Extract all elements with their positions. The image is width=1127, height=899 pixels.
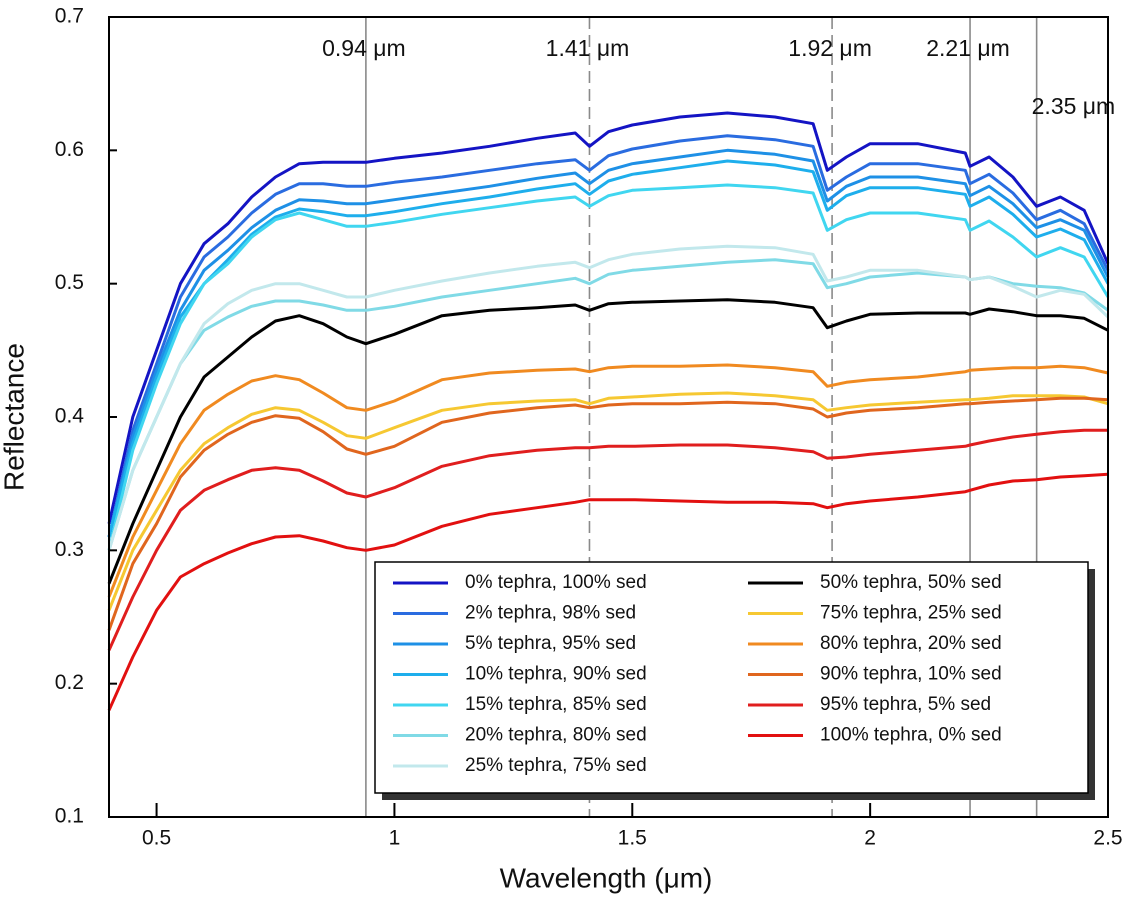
legend-label: 20% tephra, 80% sed: [465, 725, 647, 746]
legend: 0% tephra, 100% sed 2% tephra, 98% sed 5% …: [374, 561, 1095, 800]
series-line: [107, 159, 1110, 538]
legend-label: 2% tephra, 98% sed: [465, 603, 636, 624]
y-axis-title: Reflectance: [0, 343, 29, 491]
y-tick-label: 0.5: [55, 271, 84, 294]
y-tick-label: 0.2: [55, 671, 84, 694]
legend-label: 90% tephra, 10% sed: [820, 664, 1002, 685]
legend-label: 100% tephra, 0% sed: [820, 725, 1002, 746]
x-tick-label: 2: [864, 827, 876, 850]
reference-label: 2.21 μm: [926, 35, 1010, 61]
legend-label: 50% tephra, 50% sed: [820, 572, 1002, 593]
y-tick-label: 0.6: [55, 138, 84, 161]
series-line: [107, 148, 1110, 538]
y-tick-label: 0.3: [55, 538, 84, 561]
series-line: [107, 396, 1109, 631]
y-tick-label: 0.4: [55, 405, 85, 428]
legend-label: 0% tephra, 100% sed: [465, 572, 647, 593]
series-line: [107, 244, 1110, 551]
legend-label: 5% tephra, 95% sed: [465, 633, 636, 654]
y-tick-label: 0.1: [55, 805, 84, 828]
x-tick-label: 2.5: [1093, 827, 1122, 850]
y-tick-label: 0.7: [55, 5, 84, 28]
x-tick-label: 1: [389, 827, 401, 850]
reference-label: 1.41 μm: [546, 35, 630, 61]
series-line: [107, 111, 1110, 525]
series-line: [107, 134, 1110, 538]
legend-label: 10% tephra, 90% sed: [465, 664, 647, 685]
series-line: [107, 298, 1109, 585]
reference-label: 0.94 μm: [322, 35, 406, 61]
legend-label: 80% tephra, 20% sed: [820, 633, 1002, 654]
x-axis-title: Wavelength (μm): [500, 862, 713, 893]
series-line: [107, 428, 1108, 651]
series-line: [107, 472, 1109, 711]
legend-label: 75% tephra, 25% sed: [820, 603, 1002, 624]
reference-label: 1.92 μm: [788, 35, 872, 61]
series-line: [107, 391, 1109, 611]
legend-box: [374, 561, 1089, 794]
x-tick-label: 1.5: [618, 827, 647, 850]
x-tick-label: 0.5: [142, 827, 171, 850]
reference-label: 2.35 μm: [1032, 93, 1116, 119]
legend-label: 25% tephra, 75% sed: [465, 755, 647, 776]
legend-label: 95% tephra, 5% sed: [820, 694, 991, 715]
series-line: [107, 183, 1110, 551]
legend-label: 15% tephra, 85% sed: [465, 694, 647, 715]
series-line: [107, 363, 1109, 598]
